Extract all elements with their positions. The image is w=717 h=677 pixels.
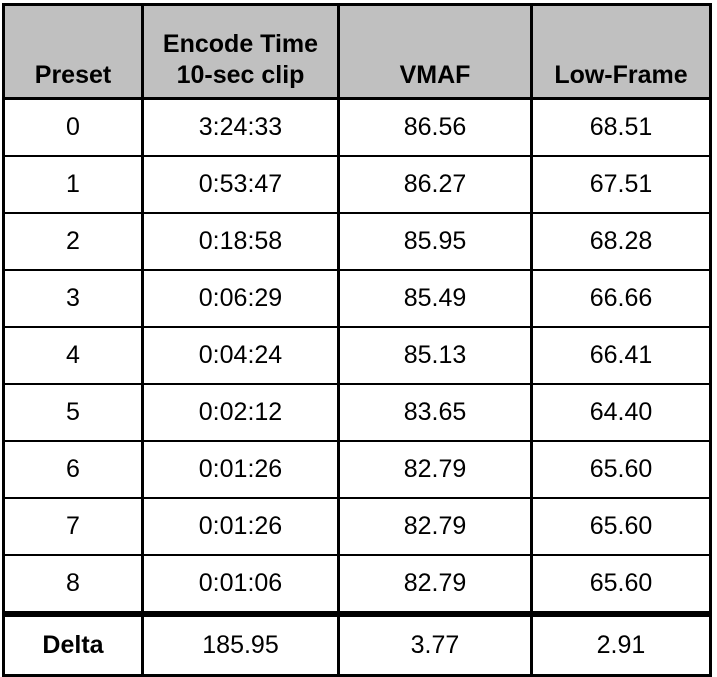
- preset-cell: 0: [66, 113, 80, 141]
- encode-time-cell: 0:02:12: [141, 383, 339, 441]
- low-frame-cell: 65.60: [530, 440, 711, 498]
- vmaf-cell: 82.79: [337, 440, 532, 498]
- preset-comparison-table: Preset Encode Time 10-sec clip VMAF Low-…: [2, 3, 712, 677]
- delta-vmaf: 3.77: [337, 611, 532, 676]
- header-encode-time-line1: Encode Time: [162, 30, 319, 58]
- encode-time-cell: 0:04:24: [141, 326, 339, 384]
- delta-row: Delta 185.95 3.77 2.91: [3, 611, 711, 676]
- preset-cell: 6: [3, 440, 143, 498]
- preset-cell: 8: [3, 554, 143, 614]
- low-frame-cell: 66.66: [530, 269, 711, 327]
- header-vmaf: VMAF: [337, 4, 532, 100]
- encode-time-cell: 0:53:47: [141, 155, 339, 213]
- table-row: 7 0:01:26 82.79 65.60: [3, 497, 711, 555]
- table-header: Preset Encode Time 10-sec clip VMAF Low-…: [3, 4, 711, 100]
- header-preset-label: Preset: [34, 61, 112, 89]
- encode-time-cell: 0:18:58: [141, 212, 339, 270]
- table-row: 4 0:04:24 85.13 66.41: [3, 326, 711, 384]
- header-preset: Preset: [3, 4, 143, 100]
- low-frame-cell: 65.60: [530, 554, 711, 614]
- vmaf-cell: 85.49: [337, 269, 532, 327]
- table-row: 5 0:02:12 83.65 64.40: [3, 383, 711, 441]
- header-encode-time-line2: 10-sec clip: [176, 61, 305, 89]
- preset-cell: 2: [3, 212, 143, 270]
- delta-encode-time: 185.95: [141, 611, 339, 676]
- low-frame-cell: 66.41: [530, 326, 711, 384]
- low-frame-cell: 64.40: [530, 383, 711, 441]
- low-frame-cell: 67.51: [530, 155, 711, 213]
- header-row: Preset Encode Time 10-sec clip VMAF Low-…: [3, 4, 711, 100]
- encode-time-cell: 0:01:26: [141, 440, 339, 498]
- table-row: 1 0:53:47 86.27 67.51: [3, 155, 711, 213]
- header-low-frame-label: Low-Frame: [554, 61, 688, 89]
- vmaf-cell: 86.56: [337, 98, 532, 156]
- vmaf-cell: 85.13: [337, 326, 532, 384]
- preset-cell: 4: [3, 326, 143, 384]
- vmaf-cell: 83.65: [337, 383, 532, 441]
- encode-time-cell: 0:06:29: [141, 269, 339, 327]
- table-row: 2 0:18:58 85.95 68.28: [3, 212, 711, 270]
- vmaf-cell: 82.79: [337, 497, 532, 555]
- encode-time-cell: 0:01:26: [141, 497, 339, 555]
- table-row: 3 0:06:29 85.49 66.66: [3, 269, 711, 327]
- table-row: 0 3:24:33 86.56 68.51: [4, 98, 711, 156]
- table-row: 6 0:01:26 82.79 65.60: [3, 440, 711, 498]
- encode-time-cell: 0:01:06: [141, 554, 339, 614]
- vmaf-cell: 86.27: [337, 155, 532, 213]
- delta-low-frame: 2.91: [530, 611, 711, 676]
- preset-cell: 1: [3, 155, 143, 213]
- preset-cell: 5: [3, 383, 143, 441]
- low-frame-cell: 68.51: [530, 98, 711, 156]
- low-frame-cell: 65.60: [530, 497, 711, 555]
- header-low-frame: Low-Frame: [530, 4, 711, 100]
- vmaf-cell: 85.95: [337, 212, 532, 270]
- encode-time-cell: 3:24:33: [141, 98, 339, 156]
- low-frame-cell: 68.28: [530, 212, 711, 270]
- delta-label: Delta: [3, 611, 143, 676]
- table-body: 0 3:24:33 86.56 68.51 1 0:53:47 86.27 67.51 2 0:1…: [3, 98, 711, 614]
- table-row: 8 0:01:06 82.79 65.60: [3, 554, 711, 614]
- table-footer: Delta 185.95 3.77 2.91: [3, 611, 711, 676]
- preset-cell: 3: [3, 269, 143, 327]
- vmaf-cell: 82.79: [337, 554, 532, 614]
- preset-cell: 7: [3, 497, 143, 555]
- header-encode-time: Encode Time 10-sec clip: [141, 4, 339, 100]
- header-vmaf-label: VMAF: [399, 61, 471, 89]
